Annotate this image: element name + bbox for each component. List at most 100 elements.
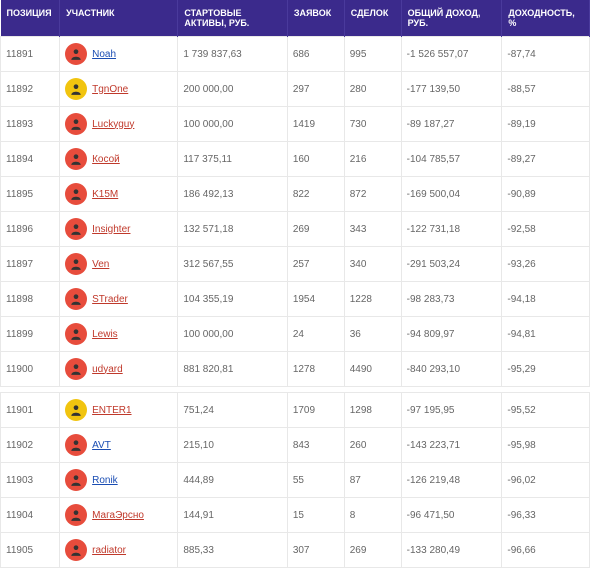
cell-assets: 885,33 bbox=[178, 533, 287, 568]
cell-income: -169 500,04 bbox=[401, 177, 502, 212]
cell-pos: 11895 bbox=[1, 177, 60, 212]
cell-assets: 751,24 bbox=[178, 393, 287, 428]
cell-pos: 11896 bbox=[1, 212, 60, 247]
username-link[interactable]: udyard bbox=[92, 364, 123, 375]
cell-req: 1278 bbox=[287, 352, 344, 387]
cell-assets: 144,91 bbox=[178, 498, 287, 533]
person-icon bbox=[69, 292, 83, 306]
person-icon bbox=[69, 187, 83, 201]
person-icon bbox=[69, 508, 83, 522]
table-row: 11905radiator885,33307269-133 280,49-96,… bbox=[1, 533, 590, 568]
cell-deals: 343 bbox=[344, 212, 401, 247]
table-row: 11894Косой117 375,11160216-104 785,57-89… bbox=[1, 142, 590, 177]
cell-req: 257 bbox=[287, 247, 344, 282]
cell-req: 307 bbox=[287, 533, 344, 568]
avatar bbox=[65, 113, 87, 135]
cell-deals: 269 bbox=[344, 533, 401, 568]
avatar bbox=[65, 288, 87, 310]
cell-assets: 215,10 bbox=[178, 428, 287, 463]
username-link[interactable]: Insighter bbox=[92, 224, 130, 235]
person-icon bbox=[69, 327, 83, 341]
username-link[interactable]: Ven bbox=[92, 259, 109, 270]
person-icon bbox=[69, 473, 83, 487]
avatar bbox=[65, 539, 87, 561]
username-link[interactable]: TgnOne bbox=[92, 84, 128, 95]
table-row: 11892TgnOne200 000,00297280-177 139,50-8… bbox=[1, 72, 590, 107]
header-income: ОБЩИЙ ДОХОД, РУБ. bbox=[401, 0, 502, 37]
cell-deals: 280 bbox=[344, 72, 401, 107]
avatar bbox=[65, 218, 87, 240]
cell-pos: 11904 bbox=[1, 498, 60, 533]
cell-pos: 11897 bbox=[1, 247, 60, 282]
cell-deals: 1228 bbox=[344, 282, 401, 317]
person-icon bbox=[69, 222, 83, 236]
cell-income: -840 293,10 bbox=[401, 352, 502, 387]
leaderboard-table: ПОЗИЦИЯ УЧАСТНИК СТАРТОВЫЕ АКТИВЫ, РУБ. … bbox=[0, 0, 590, 568]
cell-user: Косой bbox=[60, 142, 178, 177]
cell-req: 55 bbox=[287, 463, 344, 498]
cell-user: ENTER1 bbox=[60, 393, 178, 428]
cell-assets: 186 492,13 bbox=[178, 177, 287, 212]
avatar bbox=[65, 78, 87, 100]
username-link[interactable]: Косой bbox=[92, 154, 120, 165]
avatar bbox=[65, 358, 87, 380]
cell-pos: 11900 bbox=[1, 352, 60, 387]
username-link[interactable]: Noah bbox=[92, 49, 116, 60]
cell-assets: 444,89 bbox=[178, 463, 287, 498]
cell-yield: -92,58 bbox=[502, 212, 590, 247]
cell-yield: -96,02 bbox=[502, 463, 590, 498]
username-link[interactable]: Luckyguy bbox=[92, 119, 134, 130]
table-row: 11896Insighter132 571,18269343-122 731,1… bbox=[1, 212, 590, 247]
cell-yield: -89,19 bbox=[502, 107, 590, 142]
avatar bbox=[65, 253, 87, 275]
username-link[interactable]: AVT bbox=[92, 440, 111, 451]
cell-user: Lewis bbox=[60, 317, 178, 352]
cell-user: STrader bbox=[60, 282, 178, 317]
cell-deals: 872 bbox=[344, 177, 401, 212]
cell-pos: 11892 bbox=[1, 72, 60, 107]
cell-user: Noah bbox=[60, 37, 178, 72]
cell-user: radiator bbox=[60, 533, 178, 568]
table-header-row: ПОЗИЦИЯ УЧАСТНИК СТАРТОВЫЕ АКТИВЫ, РУБ. … bbox=[1, 0, 590, 37]
cell-income: -104 785,57 bbox=[401, 142, 502, 177]
cell-yield: -94,81 bbox=[502, 317, 590, 352]
table-row: 11891Noah1 739 837,63686995-1 526 557,07… bbox=[1, 37, 590, 72]
cell-req: 269 bbox=[287, 212, 344, 247]
table-row: 11904МагаЭрсно144,91158-96 471,50-96,33 bbox=[1, 498, 590, 533]
cell-assets: 200 000,00 bbox=[178, 72, 287, 107]
cell-yield: -95,29 bbox=[502, 352, 590, 387]
username-link[interactable]: K15M bbox=[92, 189, 118, 200]
username-link[interactable]: STrader bbox=[92, 294, 128, 305]
person-icon bbox=[69, 438, 83, 452]
table-row: 11900udyard881 820,8112784490-840 293,10… bbox=[1, 352, 590, 387]
cell-deals: 36 bbox=[344, 317, 401, 352]
avatar bbox=[65, 434, 87, 456]
cell-yield: -96,33 bbox=[502, 498, 590, 533]
cell-req: 297 bbox=[287, 72, 344, 107]
cell-user: udyard bbox=[60, 352, 178, 387]
cell-deals: 87 bbox=[344, 463, 401, 498]
cell-deals: 260 bbox=[344, 428, 401, 463]
username-link[interactable]: Lewis bbox=[92, 329, 118, 340]
header-req: ЗАЯВОК bbox=[287, 0, 344, 37]
username-link[interactable]: Ronik bbox=[92, 475, 118, 486]
table-row: 11897Ven312 567,55257340-291 503,24-93,2… bbox=[1, 247, 590, 282]
table-row: 11903Ronik444,895587-126 219,48-96,02 bbox=[1, 463, 590, 498]
cell-deals: 1298 bbox=[344, 393, 401, 428]
cell-yield: -94,18 bbox=[502, 282, 590, 317]
cell-user: K15M bbox=[60, 177, 178, 212]
cell-user: Ronik bbox=[60, 463, 178, 498]
table-row: 11902AVT215,10843260-143 223,71-95,98 bbox=[1, 428, 590, 463]
username-link[interactable]: ENTER1 bbox=[92, 405, 131, 416]
username-link[interactable]: МагаЭрсно bbox=[92, 510, 144, 521]
person-icon bbox=[69, 82, 83, 96]
cell-assets: 104 355,19 bbox=[178, 282, 287, 317]
cell-req: 822 bbox=[287, 177, 344, 212]
cell-income: -122 731,18 bbox=[401, 212, 502, 247]
table-row: 11898STrader104 355,1919541228-98 283,73… bbox=[1, 282, 590, 317]
cell-deals: 730 bbox=[344, 107, 401, 142]
table-row: 11895K15M186 492,13822872-169 500,04-90,… bbox=[1, 177, 590, 212]
username-link[interactable]: radiator bbox=[92, 545, 126, 556]
cell-income: -94 809,97 bbox=[401, 317, 502, 352]
cell-user: Luckyguy bbox=[60, 107, 178, 142]
